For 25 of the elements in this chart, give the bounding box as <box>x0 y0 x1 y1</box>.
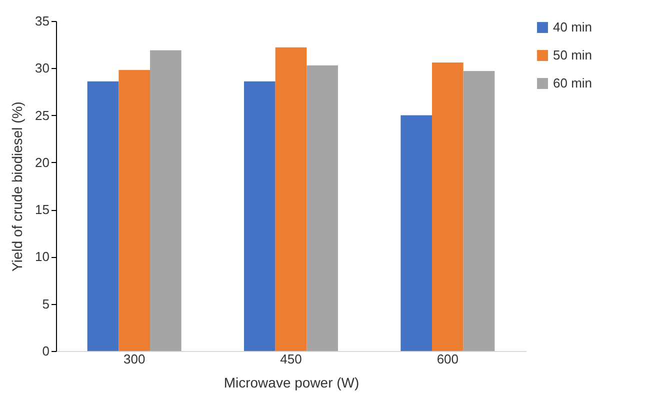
bar <box>244 81 276 351</box>
x-tick-label: 450 <box>280 352 302 366</box>
legend-label: 40 min <box>553 20 592 34</box>
y-tick-label: 0 <box>42 344 50 358</box>
bar <box>118 70 150 351</box>
y-tick-label: 35 <box>35 14 50 28</box>
y-tick-label: 15 <box>35 202 50 218</box>
legend-label: 60 min <box>553 76 592 90</box>
bar <box>400 115 432 351</box>
bar <box>275 47 307 351</box>
bar <box>432 62 464 351</box>
x-tick-label: 300 <box>123 352 146 366</box>
bar <box>463 70 495 351</box>
y-tick-label: 20 <box>35 154 50 170</box>
x-tick-label: 600 <box>436 352 459 366</box>
y-tick-label: 25 <box>35 108 50 123</box>
y-axis-title: Yield of crude biodiesel (%) <box>9 102 26 272</box>
bar <box>87 81 119 351</box>
y-tick-label: 5 <box>42 296 50 312</box>
legend-label: 50 min <box>553 48 592 62</box>
y-tick-label: 10 <box>35 249 50 264</box>
x-axis-title: Microwave power (W) <box>224 374 360 390</box>
y-tick-label: 30 <box>35 60 50 76</box>
bar <box>306 65 338 351</box>
bar <box>150 50 182 351</box>
